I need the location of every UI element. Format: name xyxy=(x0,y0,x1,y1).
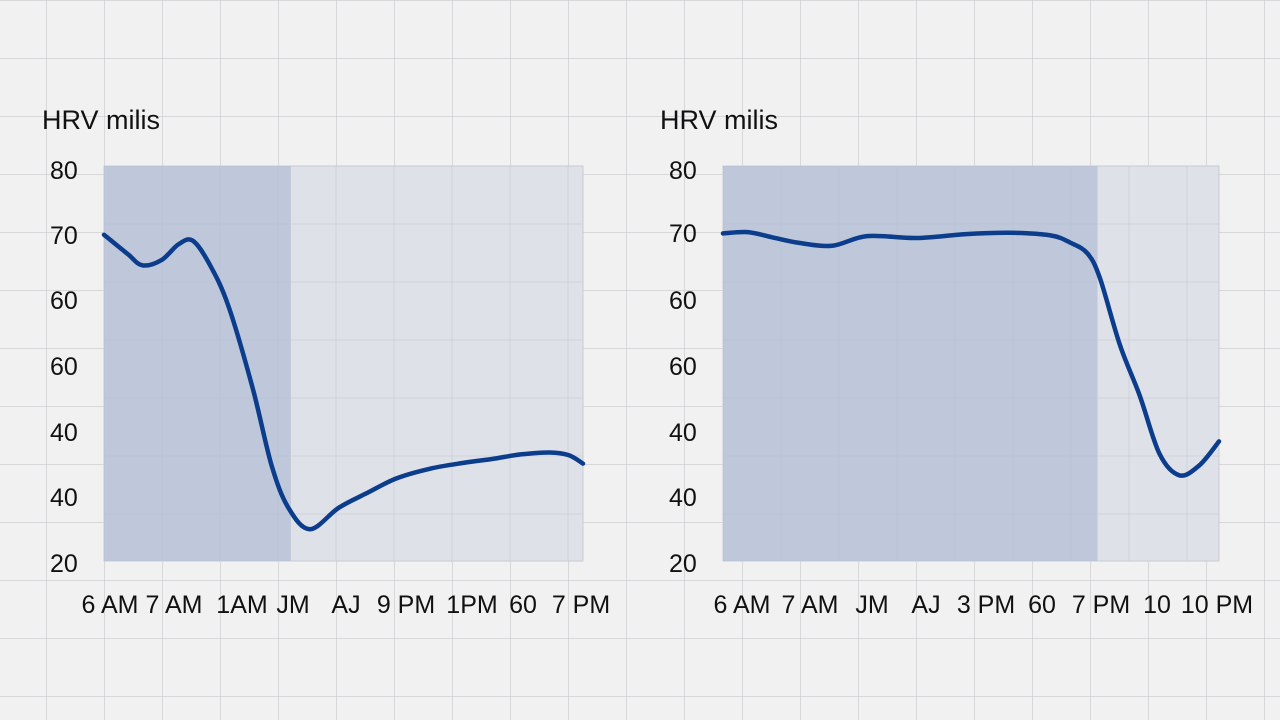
x-tick-label: 6 AM xyxy=(82,591,139,619)
y-tick-label: 60 xyxy=(50,287,78,315)
y-tick-label: 80 xyxy=(669,157,697,185)
y-tick-label: 70 xyxy=(50,222,78,250)
y-tick-label: 40 xyxy=(669,419,697,447)
x-tick-label: AJ xyxy=(331,591,360,619)
chart-title: HRV milis xyxy=(660,105,778,135)
x-tick-label: 1PM xyxy=(446,591,497,619)
shaded-region xyxy=(723,166,1098,561)
y-tick-label: 20 xyxy=(669,550,697,578)
series-line xyxy=(720,229,1222,478)
x-tick-label: 60 xyxy=(509,591,537,619)
y-tick-label: 40 xyxy=(669,484,697,512)
x-tick-label: 7 AM xyxy=(782,591,839,619)
x-tick-label: 1AM xyxy=(216,591,267,619)
series-line xyxy=(101,232,586,532)
y-tick-label: 40 xyxy=(50,419,78,447)
x-tick-label: 7 AM xyxy=(146,591,203,619)
x-tick-label: 60 xyxy=(1028,591,1056,619)
x-tick-label: AJ xyxy=(911,591,940,619)
x-tick-label: 10 xyxy=(1143,591,1171,619)
shaded-region xyxy=(104,166,291,561)
x-tick-label: 9 PM xyxy=(377,591,435,619)
x-tick-label: 6 AM xyxy=(714,591,771,619)
x-tick-label: 7 PM xyxy=(1072,591,1130,619)
y-tick-label: 60 xyxy=(669,353,697,381)
x-tick-label: 10 PM xyxy=(1181,591,1253,619)
chart-1: HRV milis 80 70 60 60 40 40 206 AM 7 AM 1AM JM AJ 9 … xyxy=(42,105,610,619)
y-tick-label: 20 xyxy=(50,550,78,578)
chart-2: HRV milis 80 70 60 60 40 40 20 6 AM 7 AM JM AJ 3 PM 6… xyxy=(660,105,1253,619)
y-tick-label: 60 xyxy=(669,287,697,315)
x-tick-label: 7 PM xyxy=(552,591,610,619)
x-tick-label: 3 PM xyxy=(957,591,1015,619)
x-tick-label: JM xyxy=(855,591,888,619)
y-tick-label: 70 xyxy=(669,220,697,248)
chart-title: HRV milis xyxy=(42,105,160,135)
x-tick-label: JM xyxy=(276,591,309,619)
y-tick-label: 80 xyxy=(50,157,78,185)
y-tick-label: 60 xyxy=(50,353,78,381)
y-tick-label: 40 xyxy=(50,484,78,512)
